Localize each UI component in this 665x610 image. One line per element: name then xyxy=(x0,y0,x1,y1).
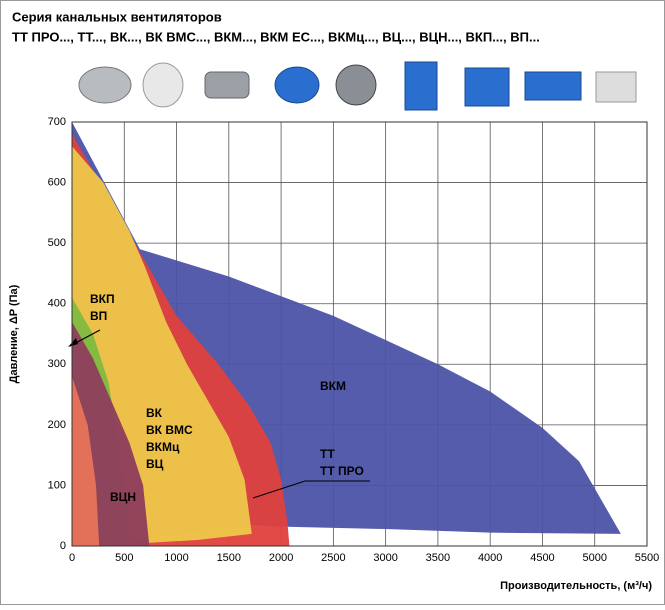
chart: Серия канальных вентиляторов ТТ ПРО..., … xyxy=(0,0,665,605)
x-tick-label: 1000 xyxy=(164,552,188,564)
chart-title: Серия канальных вентиляторов xyxy=(12,9,222,24)
region-label: ВЦ xyxy=(146,457,164,471)
y-tick-label: 500 xyxy=(48,237,66,249)
x-axis-label: Производительность, (м³/ч) xyxy=(500,580,652,592)
y-tick-label: 400 xyxy=(48,298,66,310)
x-tick-label: 2000 xyxy=(269,552,293,564)
x-tick-label: 500 xyxy=(115,552,133,564)
y-tick-label: 300 xyxy=(48,358,66,370)
x-tick-label: 5000 xyxy=(582,552,606,564)
y-tick-label: 700 xyxy=(48,116,66,128)
y-tick-label: 600 xyxy=(48,176,66,188)
region-label: ТТ xyxy=(320,447,335,461)
chart-subtitle: ТТ ПРО..., ТТ..., ВК..., ВК ВМС..., ВКМ.… xyxy=(12,29,540,44)
region-label: ВКМц xyxy=(146,440,180,454)
region-label: ВЦН xyxy=(110,490,136,504)
x-tick-label: 1500 xyxy=(217,552,241,564)
x-tick-label: 5500 xyxy=(635,552,659,564)
y-tick-label: 0 xyxy=(60,540,66,552)
y-tick-label: 100 xyxy=(48,479,66,491)
region-label: ТТ ПРО xyxy=(320,464,364,478)
x-tick-label: 0 xyxy=(69,552,75,564)
x-tick-label: 4500 xyxy=(530,552,554,564)
x-tick-label: 4000 xyxy=(478,552,502,564)
y-tick-label: 200 xyxy=(48,419,66,431)
region-label: ВП xyxy=(90,309,107,323)
region-label: ВКП xyxy=(90,292,115,306)
x-tick-label: 2500 xyxy=(321,552,345,564)
x-tick-label: 3500 xyxy=(426,552,450,564)
y-axis-label: Давление, ΔP (Па) xyxy=(8,284,20,383)
x-tick-label: 3000 xyxy=(373,552,397,564)
region-label: ВК ВМС xyxy=(146,423,193,437)
region-label: ВКМ xyxy=(320,379,346,393)
region-label: ВК xyxy=(146,406,163,420)
